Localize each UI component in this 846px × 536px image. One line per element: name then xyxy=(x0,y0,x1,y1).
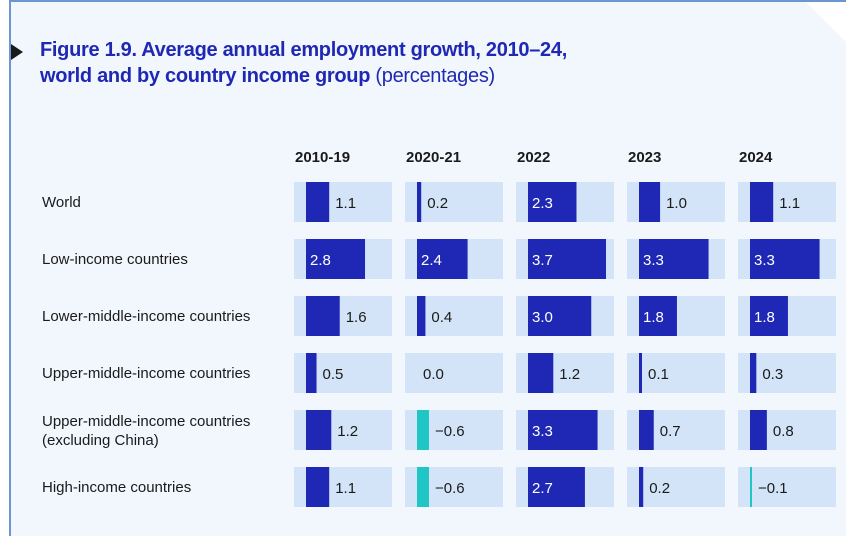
column-header-2020-21: 2020-21 xyxy=(406,149,462,166)
bar-2010-19-row-1 xyxy=(306,182,330,222)
column-header-2023: 2023 xyxy=(628,149,662,166)
value-label-2023-row-2: 3.3 xyxy=(643,252,664,269)
cell-bg-2023-row-4 xyxy=(627,353,725,393)
bar-2010-19-row-4 xyxy=(306,353,317,393)
bar-2023-row-2 xyxy=(639,239,709,279)
title-main: Figure 1.9. Average annual employment gr… xyxy=(40,39,567,61)
value-label-2023-row-6: 0.2 xyxy=(649,480,670,497)
bar-2020-21-row-5 xyxy=(417,410,429,450)
bar-2023-row-3 xyxy=(639,296,677,336)
bar-2010-19-row-3 xyxy=(306,296,340,336)
row-label-4-line-1: Upper-middle-income countries xyxy=(42,365,251,382)
value-label-2024-row-1: 1.1 xyxy=(779,195,800,212)
value-label-2022-row-2: 3.7 xyxy=(532,252,553,269)
bar-2024-row-2 xyxy=(750,239,820,279)
bar-2020-21-row-3 xyxy=(417,296,426,336)
bar-2022-row-4 xyxy=(528,353,554,393)
value-label-2022-row-6: 2.7 xyxy=(532,480,553,497)
bar-2023-row-4 xyxy=(639,353,642,393)
value-label-2020-21-row-2: 2.4 xyxy=(421,252,442,269)
row-label-2-line-1: Low-income countries xyxy=(42,251,188,268)
bar-2023-row-5 xyxy=(639,410,654,450)
value-label-2020-21-row-6: −0.6 xyxy=(435,480,465,497)
bar-2023-row-6 xyxy=(639,467,644,507)
bar-2010-19-row-2 xyxy=(306,239,366,279)
bar-2022-row-1 xyxy=(528,182,577,222)
value-label-2022-row-3: 3.0 xyxy=(532,309,553,326)
row-label-1-line-1: World xyxy=(42,194,81,211)
column-header-2024: 2024 xyxy=(739,149,773,166)
row-label-3-line-1: Lower-middle-income countries xyxy=(42,308,251,325)
title-line2: world and by country income group xyxy=(40,65,371,87)
bar-2020-21-row-1 xyxy=(417,182,422,222)
value-label-2023-row-1: 1.0 xyxy=(666,195,687,212)
value-label-2010-19-row-1: 1.1 xyxy=(335,195,356,212)
cell-bg-2020-21-row-1 xyxy=(405,182,503,222)
title-unit: (percentages) xyxy=(375,65,495,87)
cell-bg-2020-21-row-4 xyxy=(405,353,503,393)
figure-title: Figure 1.9. Average annual employment gr… xyxy=(40,37,740,89)
value-label-2022-row-5: 3.3 xyxy=(532,423,553,440)
bar-2024-row-3 xyxy=(750,296,788,336)
value-label-2023-row-4: 0.1 xyxy=(648,366,669,383)
bar-2024-row-1 xyxy=(750,182,774,222)
bar-2022-row-2 xyxy=(528,239,606,279)
value-label-2010-19-row-2: 2.8 xyxy=(310,252,331,269)
value-label-2022-row-4: 1.2 xyxy=(559,366,580,383)
value-label-2020-21-row-5: −0.6 xyxy=(435,423,465,440)
value-label-2022-row-1: 2.3 xyxy=(532,195,553,212)
bar-2024-row-4 xyxy=(750,353,757,393)
bar-2010-19-row-5 xyxy=(306,410,332,450)
value-label-2010-19-row-5: 1.2 xyxy=(337,423,358,440)
bar-2020-21-row-2 xyxy=(417,239,468,279)
value-label-2024-row-4: 0.3 xyxy=(762,366,783,383)
bar-2022-row-6 xyxy=(528,467,585,507)
value-label-2024-row-3: 1.8 xyxy=(754,309,775,326)
bar-2023-row-1 xyxy=(639,182,661,222)
bar-2024-row-5 xyxy=(750,410,767,450)
value-label-2023-row-5: 0.7 xyxy=(660,423,681,440)
cell-bg-2024-row-6 xyxy=(738,467,836,507)
value-label-2010-19-row-6: 1.1 xyxy=(335,480,356,497)
column-header-2010-19: 2010-19 xyxy=(295,149,351,166)
bar-2022-row-3 xyxy=(528,296,592,336)
title-arrow-icon xyxy=(11,44,23,60)
cell-bg-2023-row-6 xyxy=(627,467,725,507)
value-label-2020-21-row-3: 0.4 xyxy=(431,309,452,326)
value-label-2020-21-row-1: 0.2 xyxy=(427,195,448,212)
bar-2020-21-row-6 xyxy=(417,467,429,507)
row-label-6-line-1: High-income countries xyxy=(42,479,192,496)
value-label-2020-21-row-4: 0.0 xyxy=(423,366,444,383)
bar-2022-row-5 xyxy=(528,410,598,450)
column-header-2022: 2022 xyxy=(517,149,551,166)
value-label-2024-row-6: −0.1 xyxy=(758,480,788,497)
value-label-2024-row-2: 3.3 xyxy=(754,252,775,269)
panel-corner-cut xyxy=(806,2,846,42)
value-label-2024-row-5: 0.8 xyxy=(773,423,794,440)
value-label-2010-19-row-4: 0.5 xyxy=(323,366,344,383)
bar-2010-19-row-6 xyxy=(306,467,330,507)
value-label-2023-row-3: 1.8 xyxy=(643,309,664,326)
bar-2024-row-6 xyxy=(750,467,752,507)
row-label-5-line-1: Upper-middle-income countries xyxy=(42,413,251,430)
value-label-2010-19-row-3: 1.6 xyxy=(346,309,367,326)
row-label-5-line-2: (excluding China) xyxy=(42,432,159,449)
